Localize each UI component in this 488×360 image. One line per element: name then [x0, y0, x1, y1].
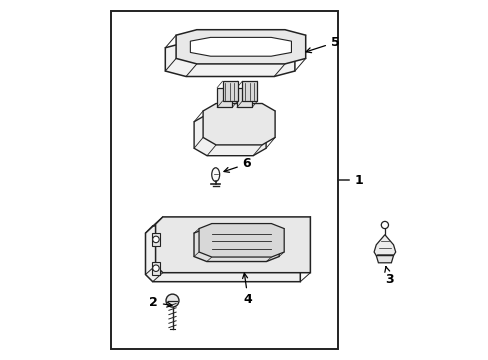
- Polygon shape: [199, 224, 284, 257]
- Text: 6: 6: [224, 157, 251, 172]
- Polygon shape: [151, 233, 160, 246]
- Circle shape: [152, 265, 159, 271]
- Polygon shape: [190, 37, 291, 56]
- Ellipse shape: [211, 168, 219, 181]
- Polygon shape: [145, 226, 300, 282]
- Text: 4: 4: [242, 273, 252, 306]
- Polygon shape: [242, 81, 257, 101]
- Polygon shape: [155, 217, 310, 273]
- Text: 3: 3: [384, 267, 393, 285]
- Text: 2: 2: [149, 296, 172, 309]
- Text: 5: 5: [305, 36, 339, 53]
- Circle shape: [166, 294, 179, 307]
- Circle shape: [152, 236, 159, 243]
- Circle shape: [381, 221, 387, 229]
- Polygon shape: [151, 262, 160, 275]
- Polygon shape: [375, 256, 393, 263]
- Polygon shape: [194, 228, 279, 261]
- Bar: [111, 11, 337, 349]
- Polygon shape: [373, 235, 395, 256]
- Polygon shape: [217, 88, 232, 108]
- Polygon shape: [203, 104, 275, 145]
- Polygon shape: [176, 30, 305, 64]
- Polygon shape: [222, 81, 237, 101]
- Polygon shape: [237, 88, 251, 108]
- Text: 1: 1: [354, 174, 362, 186]
- Polygon shape: [194, 114, 265, 156]
- Polygon shape: [165, 42, 294, 77]
